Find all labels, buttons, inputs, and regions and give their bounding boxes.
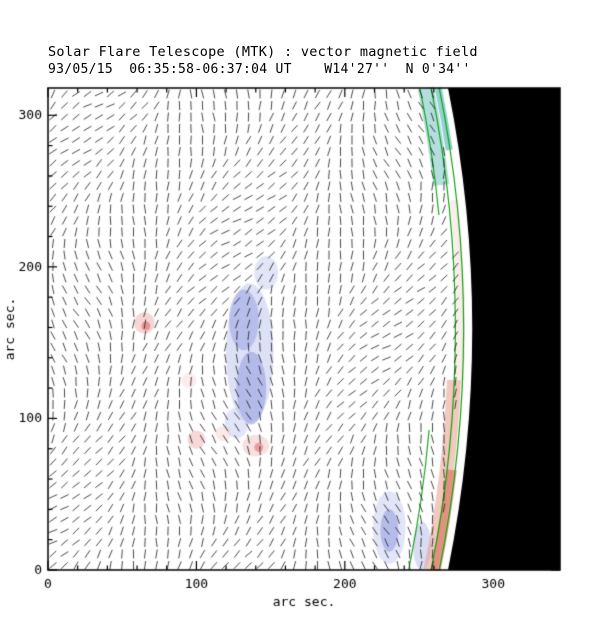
chart-title: Solar Flare Telescope (MTK) : vector mag… bbox=[48, 44, 478, 60]
chart-subtitle: 93/05/15 06:35:58-06:37:04 UT W14'27'' N… bbox=[48, 62, 471, 77]
